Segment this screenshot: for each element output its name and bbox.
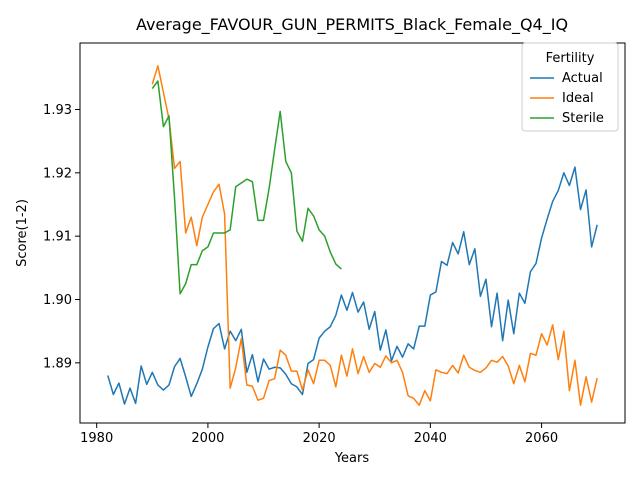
legend: Fertility Actual Ideal Sterile bbox=[521, 42, 619, 132]
legend-label-ideal: Ideal bbox=[562, 91, 594, 106]
legend-label-sterile: Sterile bbox=[562, 111, 604, 126]
legend-title: Fertility bbox=[546, 51, 595, 66]
y-axis: 1.89 1.90 1.91 1.92 1.93 bbox=[43, 103, 80, 371]
x-tick-label: 2040 bbox=[414, 431, 447, 446]
x-tick-label: 2000 bbox=[191, 431, 224, 446]
chart-title: Average_FAVOUR_GUN_PERMITS_Black_Female_… bbox=[136, 15, 568, 35]
legend-label-actual: Actual bbox=[562, 71, 603, 86]
x-tick-label: 1980 bbox=[80, 431, 113, 446]
series-line-ideal bbox=[151, 65, 598, 407]
x-axis: 1980 2000 2020 2040 2060 bbox=[80, 423, 558, 446]
x-tick-label: 2020 bbox=[303, 431, 336, 446]
series-line-sterile bbox=[151, 80, 342, 295]
y-tick-label: 1.89 bbox=[43, 356, 72, 371]
series-line-actual bbox=[107, 166, 598, 405]
y-tick-label: 1.93 bbox=[43, 103, 72, 118]
x-axis-label: Years bbox=[334, 451, 370, 466]
y-tick-label: 1.91 bbox=[43, 230, 72, 245]
y-tick-label: 1.90 bbox=[43, 293, 72, 308]
plot-frame bbox=[79, 42, 626, 424]
y-axis-label: Score(1-2) bbox=[15, 199, 30, 267]
y-tick-label: 1.92 bbox=[43, 166, 72, 181]
legend-box bbox=[521, 42, 619, 132]
plot-area bbox=[107, 65, 598, 407]
x-tick-label: 2060 bbox=[525, 431, 558, 446]
